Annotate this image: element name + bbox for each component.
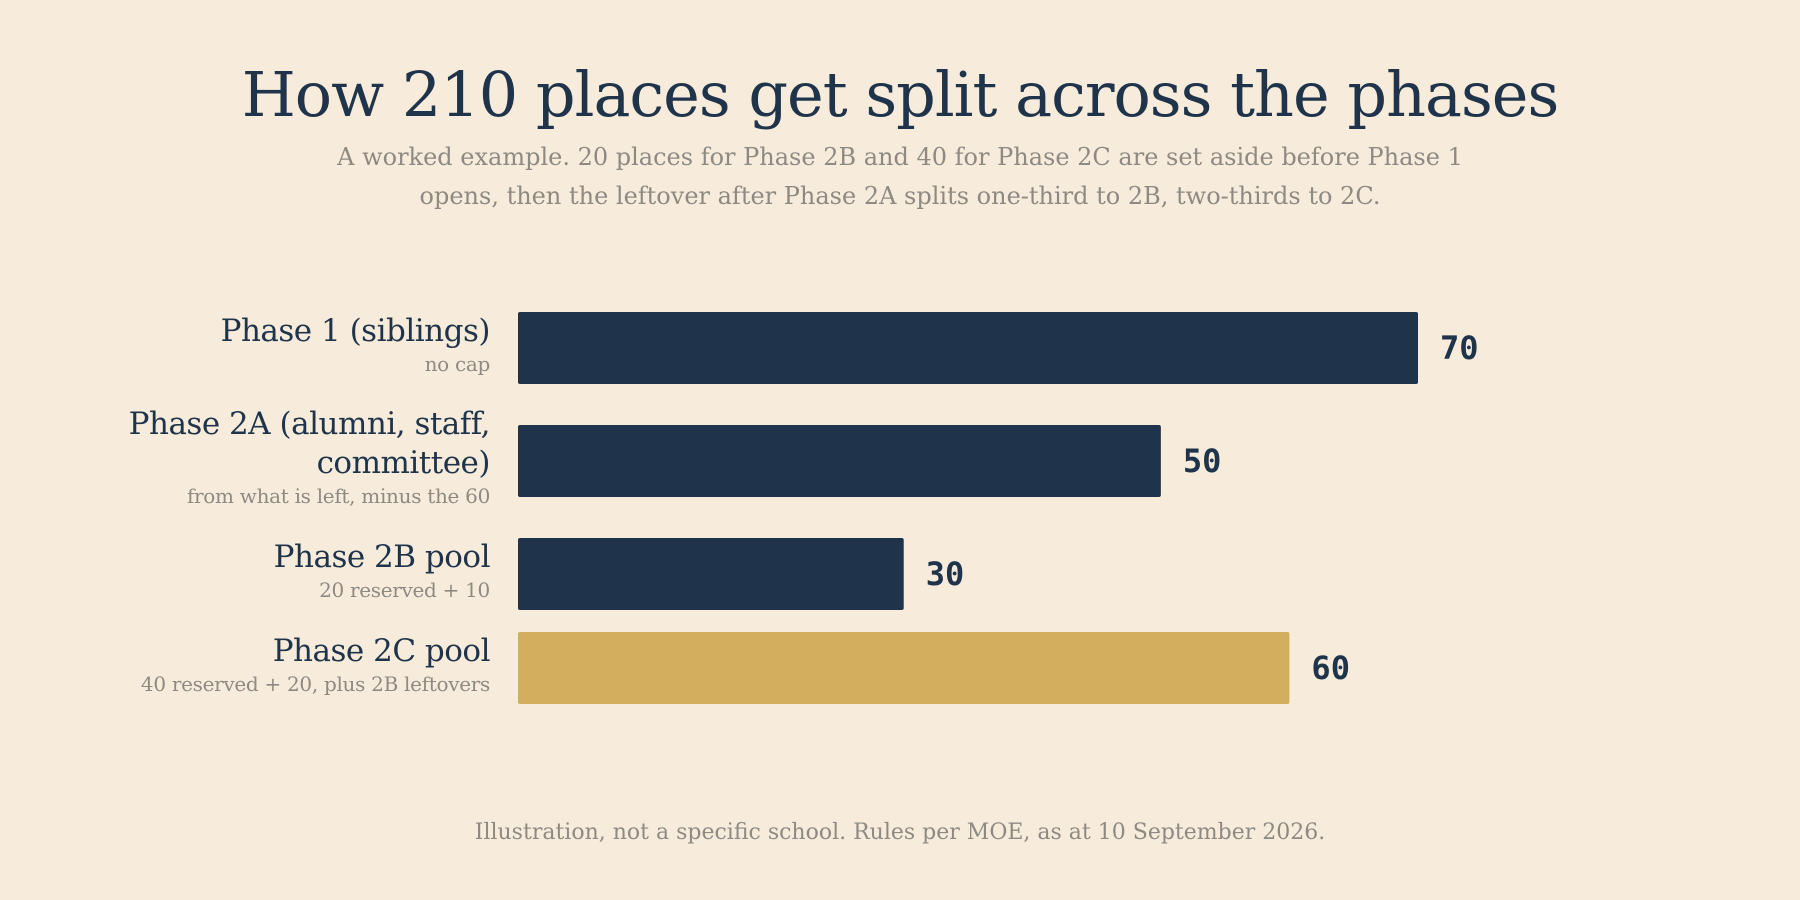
category-label-phase-2b: Phase 2B pool 20 reserved + 10 bbox=[273, 538, 491, 603]
category-note: 40 reserved + 20, plus 2B leftovers bbox=[140, 672, 490, 696]
bar-value-label-3: 60 bbox=[1311, 649, 1350, 687]
bar-value-label-1: 50 bbox=[1183, 442, 1222, 480]
category-name: Phase 1 (siblings) bbox=[220, 313, 491, 349]
bar-value-label-2: 30 bbox=[926, 555, 965, 593]
chart-footnote: Illustration, not a specific school. Rul… bbox=[474, 820, 1326, 845]
category-name: Phase 2A (alumni, staff, committee) bbox=[128, 406, 491, 481]
bar-0 bbox=[518, 312, 1418, 384]
category-label-phase-2a: Phase 2A (alumni, staff, committee) from… bbox=[100, 405, 491, 509]
bar-1 bbox=[518, 425, 1161, 497]
category-label-phase-2c: Phase 2C pool 40 reserved + 20, plus 2B … bbox=[140, 632, 491, 697]
bar-value-label-0: 70 bbox=[1440, 329, 1479, 367]
category-note: no cap bbox=[424, 352, 491, 376]
category-name: Phase 2C pool bbox=[272, 633, 491, 669]
bar-2 bbox=[518, 538, 904, 610]
category-note: from what is left, minus the 60 bbox=[186, 484, 490, 508]
category-label-phase-1: Phase 1 (siblings) no cap bbox=[220, 312, 491, 377]
category-name: Phase 2B pool bbox=[273, 539, 491, 575]
chart-subtitle: A worked example. 20 places for Phase 2B… bbox=[337, 143, 1463, 210]
chart-title: How 210 places get split across the phas… bbox=[241, 58, 1560, 131]
category-note: 20 reserved + 10 bbox=[319, 578, 490, 602]
bar-3 bbox=[518, 632, 1290, 704]
